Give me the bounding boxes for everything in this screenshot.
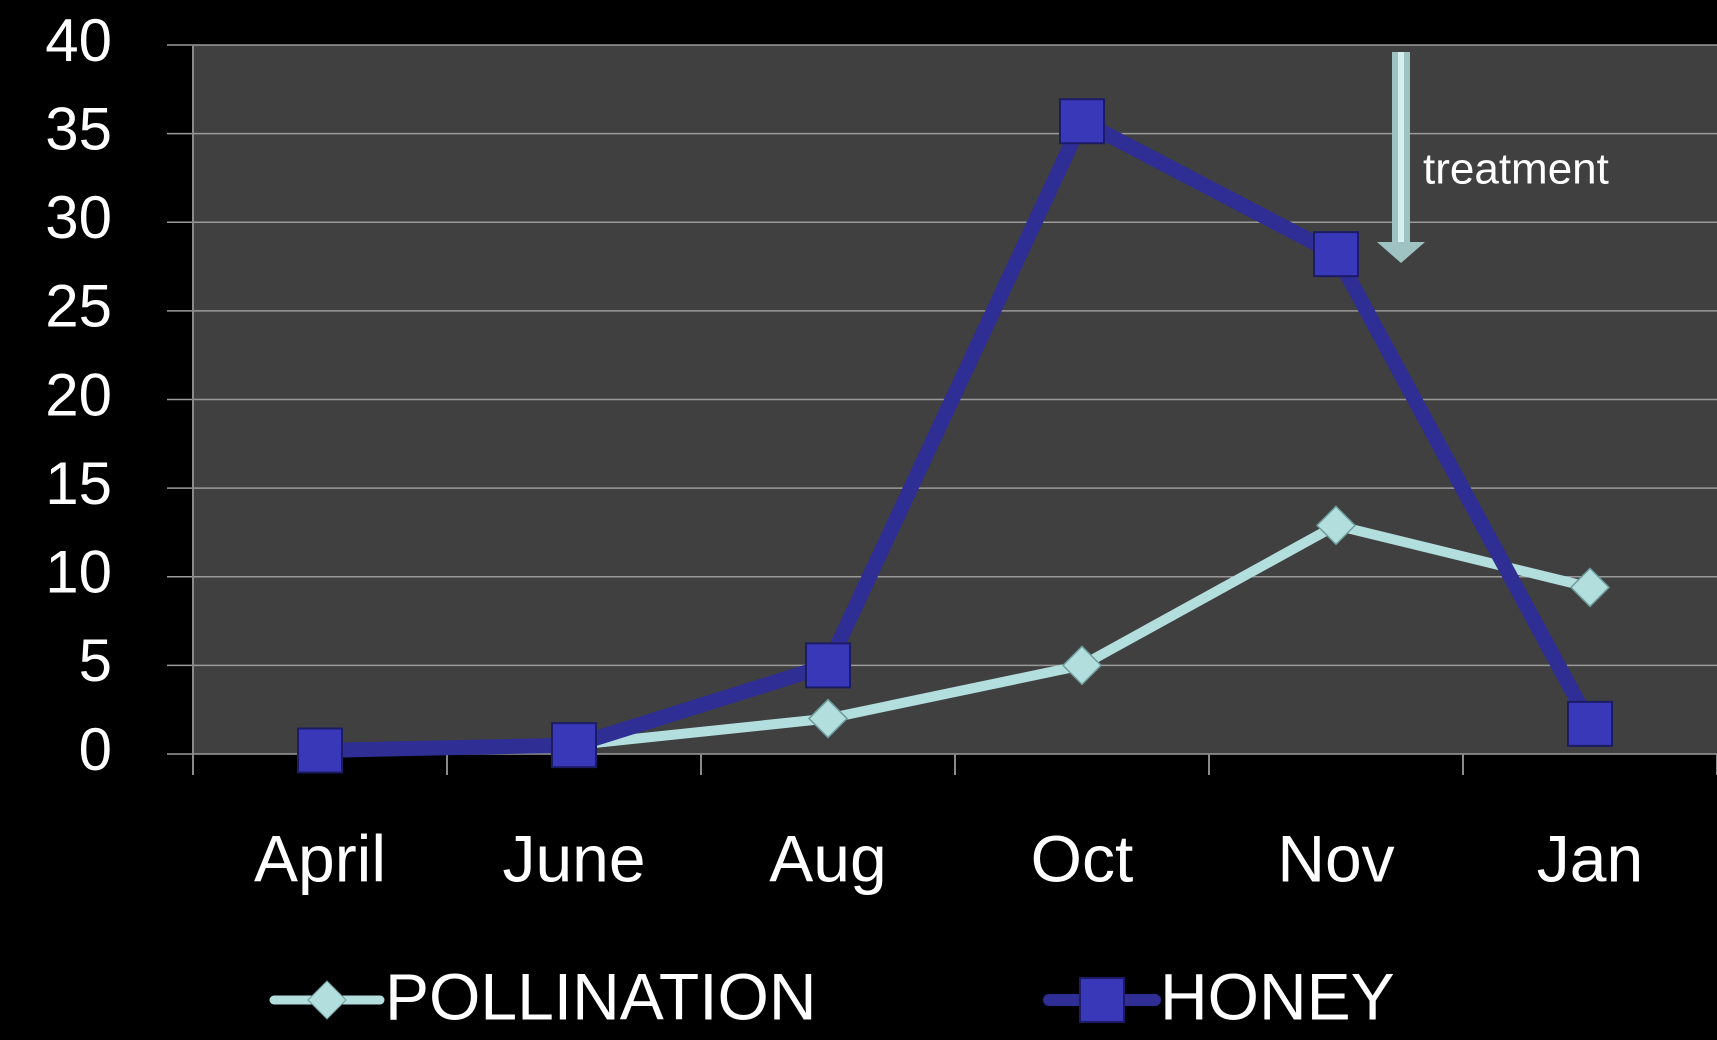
x-tick-label: Aug: [769, 821, 886, 895]
y-tick-label: 10: [45, 539, 112, 606]
y-tick-label: 25: [45, 273, 112, 340]
y-tick-label: 35: [45, 95, 112, 162]
treatment-arrow: [1377, 52, 1425, 263]
legend-label: HONEY: [1160, 959, 1395, 1033]
legend-label: POLLINATION: [385, 959, 817, 1033]
point: [805, 642, 851, 689]
y-tick-label: 15: [45, 450, 112, 517]
point: [1569, 567, 1611, 608]
y-tick-label: 30: [45, 184, 112, 251]
point: [297, 727, 343, 774]
y-tick-label: 20: [45, 361, 112, 428]
x-tick-label: Oct: [1031, 821, 1134, 895]
legend-marker: [1079, 977, 1125, 1023]
point: [1313, 231, 1359, 278]
y-tick-label: 5: [79, 627, 112, 694]
x-tick-label: Jan: [1537, 821, 1643, 895]
x-tick-label: April: [254, 821, 386, 895]
point: [551, 722, 597, 769]
point: [1567, 700, 1613, 747]
point: [1059, 98, 1105, 145]
annotation: treatment: [1423, 145, 1609, 194]
y-tick-label: 40: [45, 7, 112, 74]
x-tick-label: June: [502, 821, 645, 895]
point: [807, 698, 849, 739]
x-tick-label: Nov: [1277, 821, 1394, 895]
point: [1315, 505, 1357, 546]
series-line: [319, 113, 1597, 758]
y-tick-label: 0: [79, 716, 112, 783]
legend-marker: [307, 980, 347, 1020]
point: [1061, 645, 1103, 686]
